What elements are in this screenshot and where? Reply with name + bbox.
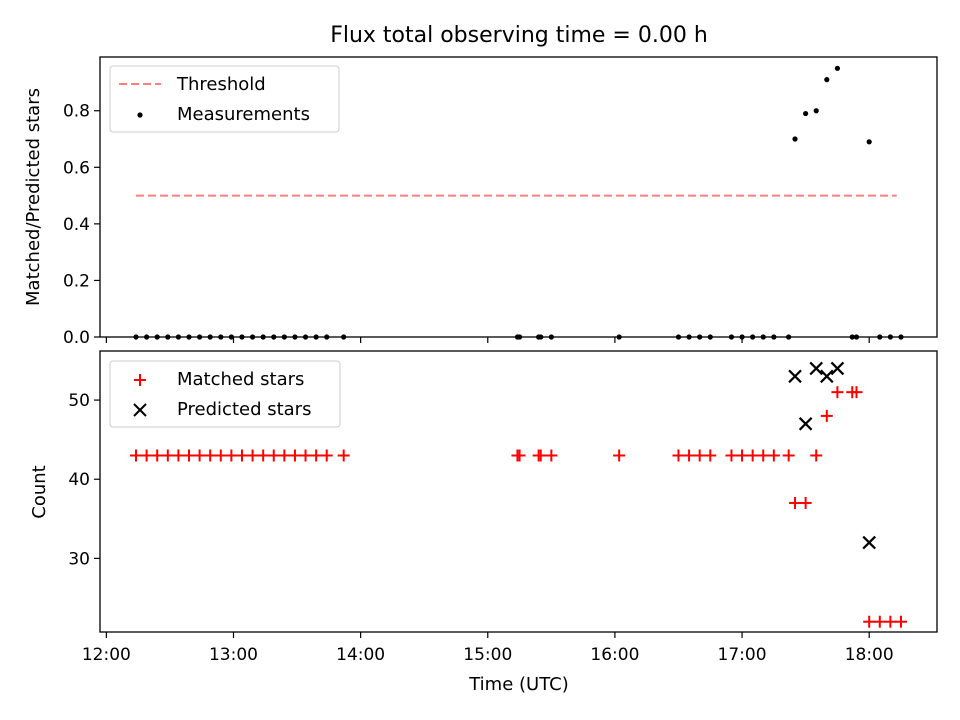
matched-stars-point xyxy=(884,615,897,628)
top-plot-frame xyxy=(99,56,938,338)
y-tick-label: 50 xyxy=(68,391,90,411)
matched-stars-point xyxy=(831,386,844,399)
legend-predicted-swatch xyxy=(133,403,147,417)
bottom-legend-frame xyxy=(109,360,341,428)
bottom-plot-marks xyxy=(130,361,907,628)
matched-stars-point xyxy=(235,449,248,462)
matched-stars-point xyxy=(704,449,717,462)
matched-stars-point xyxy=(799,496,812,509)
matched-stars-point xyxy=(299,449,312,462)
legend-measurements-label: Measurements xyxy=(177,104,310,125)
top-panel: 0.00.20.40.60.8 Matched/Predicted stars … xyxy=(23,56,938,348)
matched-stars-point xyxy=(204,449,217,462)
matched-stars-point xyxy=(683,449,696,462)
top-y-axis-ticks: 0.0 0.2 0.4 0.6 0.8 xyxy=(63,102,100,348)
bottom-y-axis-label: Count xyxy=(29,465,50,518)
legend-threshold-label: Threshold xyxy=(176,74,266,95)
y-tick-label: 0.0 xyxy=(63,328,90,348)
matched-stars-point xyxy=(151,449,164,462)
matched-stars-point xyxy=(246,449,259,462)
matched-stars-point xyxy=(820,409,833,422)
matched-stars-point xyxy=(789,496,802,509)
matched-stars-point xyxy=(288,449,301,462)
bottom-legend: Matched stars Predicted stars xyxy=(109,360,341,428)
top-x-axis-ticks xyxy=(105,337,870,343)
measurement-point xyxy=(813,108,819,114)
y-tick-label: 0.8 xyxy=(63,102,90,122)
matched-stars-point xyxy=(545,449,558,462)
matched-stars-point xyxy=(337,449,350,462)
y-tick-label: 0.6 xyxy=(63,158,90,178)
legend-matched-label: Matched stars xyxy=(177,369,304,390)
matched-stars-point xyxy=(267,449,280,462)
matched-stars-point xyxy=(767,449,780,462)
x-tick-label: 12:00 xyxy=(82,645,131,665)
matched-stars-point xyxy=(672,449,685,462)
matched-stars-point xyxy=(810,449,823,462)
measurement-point xyxy=(792,136,798,142)
matched-stars-point xyxy=(193,449,206,462)
x-tick-label: 16:00 xyxy=(590,645,639,665)
matched-stars-point xyxy=(613,449,626,462)
bottom-x-axis-ticks: 12:00 13:00 14:00 15:00 16:00 17:00 18:00 xyxy=(82,632,894,665)
matched-stars-point xyxy=(863,615,876,628)
matched-stars-point xyxy=(182,449,195,462)
legend-measurements-swatch xyxy=(137,112,143,118)
matched-stars-point xyxy=(746,449,759,462)
matched-stars-point xyxy=(850,386,863,399)
matched-stars-point xyxy=(161,449,174,462)
y-tick-label: 40 xyxy=(68,470,90,490)
y-tick-label: 0.2 xyxy=(63,271,90,291)
top-y-axis-label: Matched/Predicted stars xyxy=(23,88,44,306)
x-axis-label: Time (UTC) xyxy=(468,674,569,695)
matched-stars-point xyxy=(534,449,547,462)
top-legend: Threshold Measurements xyxy=(109,65,340,133)
matched-stars-point xyxy=(757,449,770,462)
predicted-stars-point xyxy=(788,369,802,384)
matched-stars-point xyxy=(873,615,886,628)
predicted-stars-point xyxy=(862,535,876,550)
matched-stars-point xyxy=(693,449,706,462)
bottom-plot-frame xyxy=(99,350,938,633)
predicted-stars-point xyxy=(830,361,845,376)
matched-stars-point xyxy=(782,449,795,462)
predicted-stars-point xyxy=(820,369,834,384)
x-tick-label: 18:00 xyxy=(845,645,894,665)
measurement-point xyxy=(834,65,841,71)
predicted-stars-point xyxy=(798,417,813,431)
matched-stars-point xyxy=(130,449,143,462)
top-legend-frame xyxy=(109,65,340,133)
x-tick-label: 15:00 xyxy=(463,645,512,665)
y-tick-label: 30 xyxy=(68,549,90,569)
matched-stars-point xyxy=(257,449,270,462)
measurement-point xyxy=(803,110,809,117)
matched-stars-point xyxy=(278,449,291,462)
matched-stars-point xyxy=(214,449,227,462)
legend-matched-swatch xyxy=(134,374,146,386)
chart-title: Flux total observing time = 0.00 h xyxy=(330,23,708,48)
matched-stars-point xyxy=(310,449,323,462)
matched-stars-point xyxy=(172,449,185,462)
legend-predicted-label: Predicted stars xyxy=(177,399,311,420)
measurement-point xyxy=(866,139,872,145)
matched-stars-point xyxy=(513,449,526,462)
matched-stars-point xyxy=(736,449,749,462)
matched-stars-point xyxy=(894,615,907,628)
matched-stars-point xyxy=(725,449,738,462)
matched-stars-point xyxy=(225,449,238,462)
matched-stars-point xyxy=(320,449,333,462)
x-tick-label: 14:00 xyxy=(336,645,385,665)
x-tick-label: 17:00 xyxy=(718,645,767,665)
measurement-point xyxy=(824,77,830,83)
x-tick-label: 13:00 xyxy=(209,645,258,665)
predicted-stars-point xyxy=(809,361,823,376)
y-tick-label: 0.4 xyxy=(63,215,90,235)
bottom-panel: 12:00 13:00 14:00 15:00 16:00 17:00 18:00 30 40… xyxy=(29,350,938,695)
matched-stars-point xyxy=(140,449,153,462)
bottom-y-axis-ticks: 30 40 50 xyxy=(68,391,100,569)
